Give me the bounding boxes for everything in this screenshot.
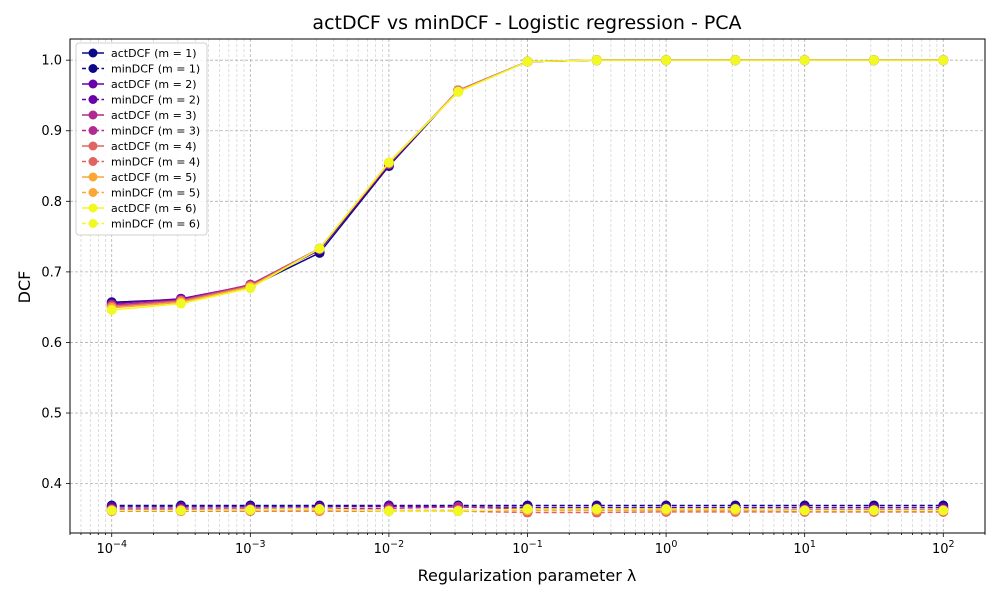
legend-label: actDCF (m = 2) (111, 78, 197, 91)
legend-item: minDCF (m = 3) (82, 124, 200, 137)
legend-swatch-marker (88, 48, 98, 58)
data-point (314, 504, 325, 515)
legend-swatch-marker (88, 110, 98, 120)
legend-label: minDCF (m = 5) (111, 186, 200, 199)
y-tick-label: 0.4 (41, 477, 62, 492)
legend-item: actDCF (m = 1) (82, 47, 197, 60)
data-point (868, 505, 879, 516)
data-point (245, 283, 256, 294)
legend-label: minDCF (m = 1) (111, 62, 200, 75)
y-tick-label: 0.7 (41, 265, 62, 280)
data-point (938, 505, 949, 516)
data-point (175, 298, 186, 309)
data-point (591, 504, 602, 515)
data-point (799, 505, 810, 516)
data-point (661, 55, 672, 66)
legend-item: actDCF (m = 6) (82, 202, 197, 215)
x-tick-label: 102 (932, 539, 955, 557)
y-tick-label: 0.9 (41, 124, 62, 139)
y-tick-label: 0.5 (41, 407, 62, 422)
x-tick-label: 10−1 (512, 539, 543, 557)
y-tick-label: 1.0 (41, 54, 62, 69)
legend-item: minDCF (m = 6) (82, 217, 200, 230)
legend-label: actDCF (m = 5) (111, 171, 197, 184)
legend-item: minDCF (m = 4) (82, 155, 200, 168)
x-tick-label: 10−4 (96, 539, 127, 557)
data-point (799, 55, 810, 66)
y-axis-title: DCF (15, 271, 34, 304)
legend-swatch-marker (88, 95, 98, 104)
legend-item: actDCF (m = 4) (82, 140, 197, 153)
legend-swatch-marker (88, 157, 98, 166)
legend-box (75, 42, 208, 236)
data-point (314, 243, 325, 254)
data-point (730, 504, 741, 515)
legend-swatch-marker (88, 64, 98, 73)
data-point (522, 504, 533, 515)
data-point (591, 55, 602, 66)
legend-item: minDCF (m = 5) (82, 186, 200, 199)
legend-item: minDCF (m = 2) (82, 93, 200, 106)
series-11 (106, 55, 949, 315)
legend-item: actDCF (m = 5) (82, 171, 197, 184)
x-tick-label: 10−2 (374, 539, 405, 557)
data-point (938, 55, 949, 66)
legend-label: actDCF (m = 3) (111, 109, 197, 122)
data-point (245, 504, 256, 515)
data-point (730, 55, 741, 66)
data-point (383, 506, 394, 517)
legend-swatch-marker (88, 126, 98, 135)
data-point (175, 505, 186, 516)
legend-swatch-marker (88, 188, 98, 197)
legend-swatch-marker (88, 203, 98, 213)
series-layer (106, 55, 949, 518)
data-point (106, 304, 117, 315)
y-tick-label: 0.6 (41, 336, 62, 351)
legend-swatch-marker (88, 79, 98, 89)
legend-swatch-marker (88, 141, 98, 151)
legend-label: minDCF (m = 6) (111, 217, 200, 230)
legend-label: minDCF (m = 3) (111, 124, 200, 137)
series-7 (106, 55, 949, 312)
legend-swatch-marker (88, 172, 98, 182)
data-point (522, 56, 533, 67)
legend-label: actDCF (m = 1) (111, 47, 197, 60)
data-point (383, 157, 394, 168)
data-point (661, 504, 672, 515)
x-tick-label: 101 (793, 539, 816, 557)
legend: actDCF (m = 1) minDCF (m = 1) actDCF (m = … (75, 42, 208, 236)
legend-swatch-marker (88, 219, 98, 228)
data-point (453, 506, 464, 517)
legend-item: actDCF (m = 2) (82, 78, 197, 91)
data-point (106, 505, 117, 516)
x-tick-label: 100 (655, 539, 678, 557)
data-point (453, 86, 464, 97)
axis-ticks: 0.4 0.5 0.6 0.7 0.8 0.9 1.0 10−4 10−3 10−2 10−1 100… (41, 54, 986, 557)
legend-item: minDCF (m = 1) (82, 62, 200, 75)
chart-title: actDCF vs minDCF - Logistic regression -… (312, 12, 741, 34)
y-tick-label: 0.8 (41, 195, 62, 210)
legend-label: minDCF (m = 2) (111, 93, 200, 106)
legend-item: actDCF (m = 3) (82, 109, 197, 122)
legend-label: actDCF (m = 4) (111, 140, 197, 153)
legend-label: actDCF (m = 6) (111, 202, 197, 215)
x-tick-label: 10−3 (235, 539, 266, 557)
data-point (868, 55, 879, 66)
x-axis-title: Regularization parameter λ (418, 566, 637, 585)
legend-label: minDCF (m = 4) (111, 155, 200, 168)
series-12 (106, 504, 949, 517)
